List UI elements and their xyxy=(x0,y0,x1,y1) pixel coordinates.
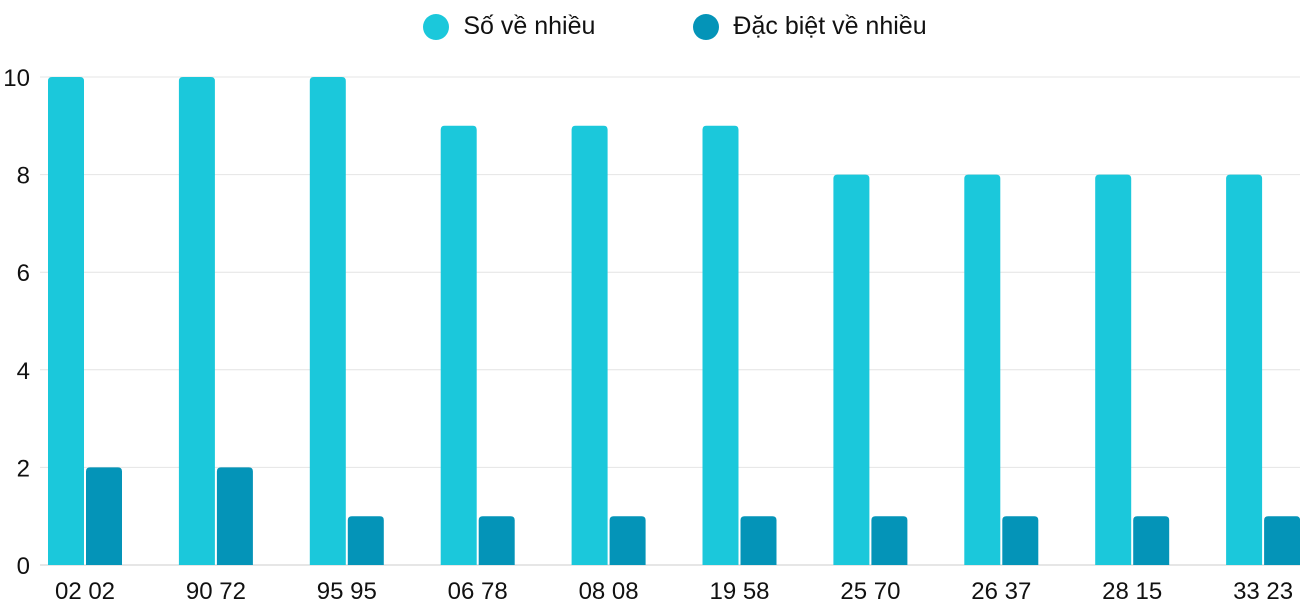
bar-so-ve-nhieu-25-70 xyxy=(833,174,870,565)
y-tick-label: 8 xyxy=(17,163,30,190)
legend-swatch xyxy=(423,13,450,40)
x-tick-label: 90 72 xyxy=(186,578,246,600)
bar-so-ve-nhieu-08-08 xyxy=(571,125,608,566)
bar-so-ve-nhieu-19-58 xyxy=(702,125,739,566)
bar-so-ve-nhieu-95-95 xyxy=(309,77,346,565)
x-tick-label: 02 02 xyxy=(55,578,115,600)
x-tick-label: 33 23 xyxy=(1233,578,1293,600)
bar-so-ve-nhieu-33-23 xyxy=(1226,174,1263,565)
x-tick-label: 28 15 xyxy=(1102,578,1162,600)
bar-dac-biet-26-37 xyxy=(1002,516,1039,565)
y-tick-label: 4 xyxy=(17,358,30,385)
legend-item-dac-biet-ve-nhieu[interactable]: Đặc biệt về nhiều xyxy=(693,12,927,41)
bar-dac-biet-25-70 xyxy=(871,516,908,565)
x-tick-label: 19 58 xyxy=(709,578,769,600)
bar-so-ve-nhieu-26-37 xyxy=(964,174,1001,565)
bar-so-ve-nhieu-28-15 xyxy=(1095,174,1132,565)
y-tick-label: 6 xyxy=(17,260,30,287)
bar-dac-biet-95-95 xyxy=(347,516,384,565)
bar-so-ve-nhieu-90-72 xyxy=(178,77,215,565)
bar-dac-biet-90-72 xyxy=(216,467,253,565)
x-tick-label: 95 95 xyxy=(317,578,377,600)
bar-dac-biet-08-08 xyxy=(609,516,646,565)
bar-so-ve-nhieu-06-78 xyxy=(440,125,477,566)
x-tick-label: 08 08 xyxy=(579,578,639,600)
legend-swatch xyxy=(693,13,720,40)
bar-dac-biet-02-02 xyxy=(86,467,122,565)
legend: Số về nhiều Đặc biệt về nhiều xyxy=(0,12,1300,41)
bar-dac-biet-19-58 xyxy=(740,516,777,565)
bar-dac-biet-33-23 xyxy=(1264,516,1300,565)
x-tick-label: 25 70 xyxy=(840,578,900,600)
y-tick-label: 0 xyxy=(17,553,30,580)
legend-item-so-ve-nhieu[interactable]: Số về nhiều xyxy=(423,12,595,41)
legend-label: Số về nhiều xyxy=(463,12,596,40)
legend-label: Đặc biệt về nhiều xyxy=(733,12,927,40)
y-tick-label: 2 xyxy=(17,455,30,482)
bar-dac-biet-28-15 xyxy=(1133,516,1170,565)
bar-dac-biet-06-78 xyxy=(478,516,515,565)
x-tick-label: 06 78 xyxy=(448,578,508,600)
bar-so-ve-nhieu-02-02 xyxy=(48,77,84,565)
x-tick-label: 26 37 xyxy=(971,578,1031,600)
y-tick-label: 10 xyxy=(3,65,30,92)
